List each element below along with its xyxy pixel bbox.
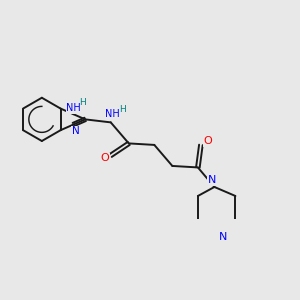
Text: H: H bbox=[80, 98, 86, 107]
Text: O: O bbox=[100, 153, 109, 164]
Text: H: H bbox=[119, 105, 125, 114]
Text: NH: NH bbox=[105, 109, 120, 119]
Text: N: N bbox=[219, 232, 228, 242]
Text: NH: NH bbox=[66, 103, 81, 113]
Text: N: N bbox=[208, 176, 216, 185]
Text: F: F bbox=[211, 298, 217, 300]
Text: N: N bbox=[72, 126, 80, 136]
Text: O: O bbox=[203, 136, 212, 146]
